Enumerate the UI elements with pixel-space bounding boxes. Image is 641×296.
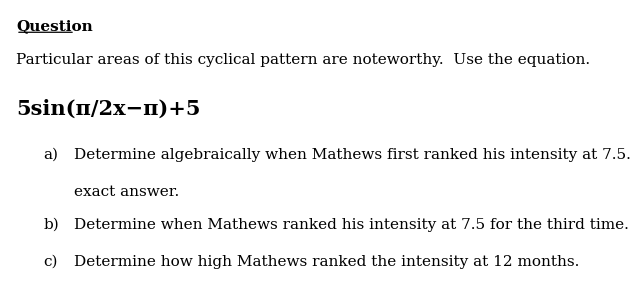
Text: a): a) xyxy=(44,148,58,162)
Text: Question: Question xyxy=(16,19,93,33)
Text: 5sin(π/2x−π)+5: 5sin(π/2x−π)+5 xyxy=(16,99,201,119)
Text: exact answer.: exact answer. xyxy=(74,185,179,199)
Text: Determine when Mathews ranked his intensity at 7.5 for the third time.: Determine when Mathews ranked his intens… xyxy=(74,218,629,231)
Text: b): b) xyxy=(44,218,60,231)
Text: Particular areas of this cyclical pattern are noteworthy.  Use the equation.: Particular areas of this cyclical patter… xyxy=(16,53,590,67)
Text: Determine algebraically when Mathews first ranked his intensity at 7.5.  Give an: Determine algebraically when Mathews fir… xyxy=(74,148,641,162)
Text: c): c) xyxy=(44,255,58,268)
Text: Determine how high Mathews ranked the intensity at 12 months.: Determine how high Mathews ranked the in… xyxy=(74,255,579,268)
